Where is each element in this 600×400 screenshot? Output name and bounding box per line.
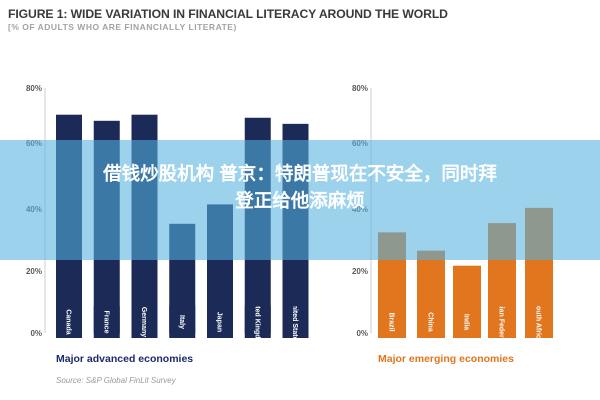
svg-text:Germany: Germany — [140, 307, 147, 337]
svg-text:20%: 20% — [26, 267, 42, 276]
svg-text:Source: S&P Global FinLit Surv: Source: S&P Global FinLit Survey — [56, 376, 177, 385]
svg-text:Canada: Canada — [65, 309, 72, 334]
svg-text:80%: 80% — [26, 84, 42, 93]
svg-text:0%: 0% — [30, 329, 42, 338]
svg-text:India: India — [463, 314, 470, 330]
svg-text:United States: United States — [291, 300, 298, 345]
svg-text:South Africa: South Africa — [535, 301, 542, 342]
svg-text:20%: 20% — [352, 267, 368, 276]
svg-text:China: China — [427, 312, 434, 332]
svg-text:France: France — [102, 311, 109, 334]
svg-text:Major emerging economies: Major emerging economies — [378, 353, 514, 365]
svg-text:Brazil: Brazil — [388, 312, 395, 331]
svg-text:80%: 80% — [352, 84, 368, 93]
svg-text:Italy: Italy — [178, 315, 185, 329]
svg-text:Major advanced economies: Major advanced economies — [56, 353, 193, 365]
svg-text:Japan: Japan — [216, 312, 223, 332]
svg-text:0%: 0% — [356, 329, 368, 338]
